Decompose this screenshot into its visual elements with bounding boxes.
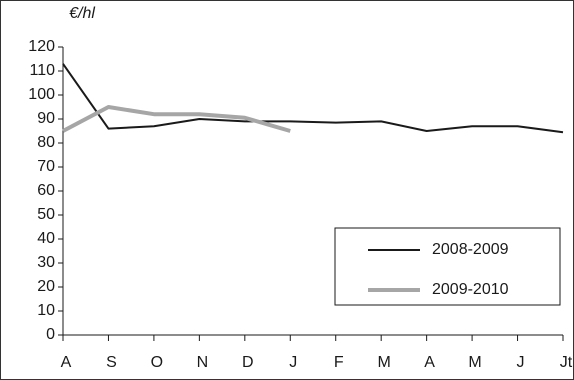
x-tick-label: N: [197, 354, 209, 371]
x-tick-label: M: [378, 354, 391, 371]
y-tick-label: 110: [29, 62, 55, 79]
y-tick-label: 10: [37, 302, 55, 319]
legend-label: 2008-2009: [432, 241, 509, 258]
y-tick-label: 100: [28, 86, 55, 103]
y-axis-label: €/hl: [69, 5, 95, 22]
y-tick-label: 70: [37, 158, 55, 175]
legend-label: 2009-2010: [432, 281, 509, 298]
x-tick-label: D: [242, 354, 254, 371]
x-tick-label: O: [151, 354, 163, 371]
x-tick-label: A: [61, 354, 72, 371]
x-tick-label: Jt: [560, 354, 573, 371]
x-tick-label: J: [289, 354, 297, 371]
y-tick-label: 0: [46, 326, 55, 343]
y-tick-label: 80: [37, 134, 55, 151]
y-tick-label: 20: [37, 278, 55, 295]
y-tick-label: 120: [28, 38, 55, 55]
x-tick-label: J: [517, 354, 525, 371]
x-tick-label: F: [334, 354, 344, 371]
legend-box: [334, 227, 561, 306]
series-line: [62, 105, 291, 133]
series-line: [62, 63, 564, 134]
x-tick-label: M: [468, 354, 481, 371]
y-tick-label: 30: [37, 254, 55, 271]
x-tick-label: S: [106, 354, 117, 371]
x-tick-label: A: [424, 354, 435, 371]
y-tick-label: 40: [37, 230, 55, 247]
y-tick-label: 90: [37, 110, 55, 127]
y-tick-label: 60: [37, 182, 55, 199]
y-tick-label: 50: [37, 206, 55, 223]
